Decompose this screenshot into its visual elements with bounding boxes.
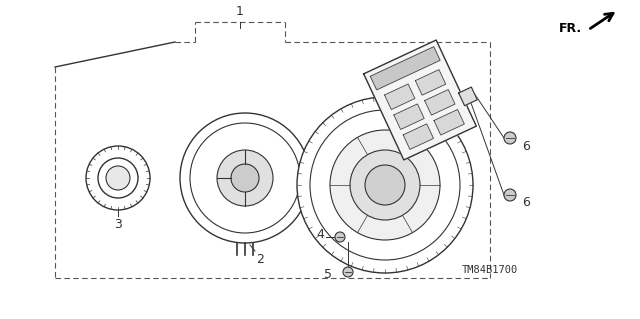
Circle shape bbox=[190, 123, 300, 233]
Polygon shape bbox=[415, 70, 445, 95]
Text: 1: 1 bbox=[236, 5, 244, 18]
Polygon shape bbox=[459, 87, 477, 106]
Text: 5: 5 bbox=[324, 268, 332, 280]
Circle shape bbox=[504, 132, 516, 144]
Circle shape bbox=[217, 150, 273, 206]
Circle shape bbox=[504, 189, 516, 201]
Circle shape bbox=[330, 130, 440, 240]
Text: 2: 2 bbox=[256, 253, 264, 266]
Circle shape bbox=[180, 113, 310, 243]
Circle shape bbox=[365, 165, 405, 205]
Polygon shape bbox=[394, 104, 424, 130]
Text: FR.: FR. bbox=[559, 21, 582, 34]
Circle shape bbox=[106, 166, 130, 190]
Text: 3: 3 bbox=[114, 218, 122, 231]
Polygon shape bbox=[434, 109, 464, 135]
Polygon shape bbox=[385, 84, 415, 109]
Polygon shape bbox=[364, 40, 476, 160]
Circle shape bbox=[310, 110, 460, 260]
Polygon shape bbox=[371, 47, 440, 90]
Polygon shape bbox=[403, 124, 433, 149]
Text: TM84B1700: TM84B1700 bbox=[462, 265, 518, 275]
Text: 6: 6 bbox=[522, 139, 530, 152]
Circle shape bbox=[335, 232, 345, 242]
Circle shape bbox=[98, 158, 138, 198]
Text: 6: 6 bbox=[522, 197, 530, 210]
Circle shape bbox=[350, 150, 420, 220]
Polygon shape bbox=[425, 90, 455, 115]
Circle shape bbox=[297, 97, 473, 273]
Circle shape bbox=[86, 146, 150, 210]
Circle shape bbox=[343, 267, 353, 277]
Text: 4: 4 bbox=[316, 228, 324, 241]
Circle shape bbox=[231, 164, 259, 192]
